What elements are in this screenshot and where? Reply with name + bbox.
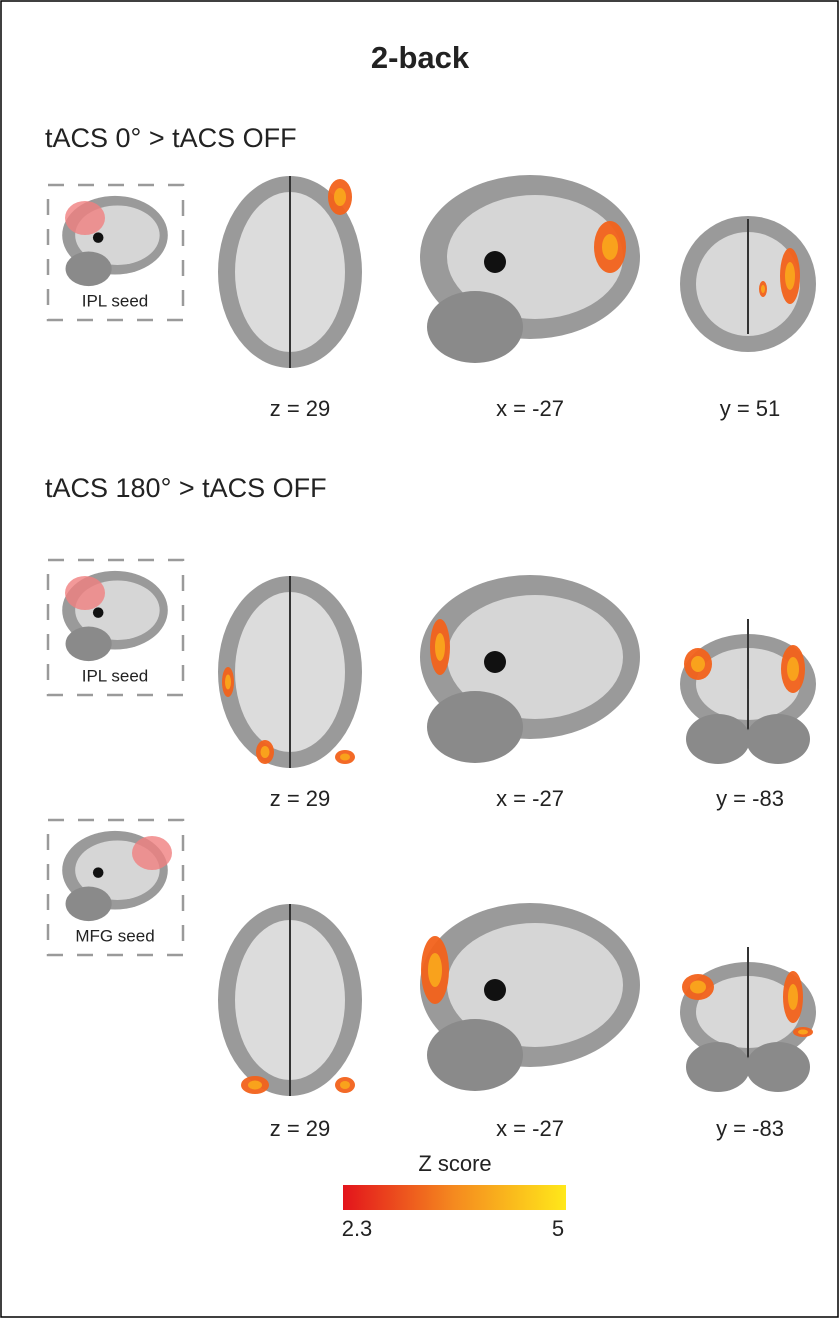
colorbar-min: 2.3 [342,1216,373,1241]
slice-label: z = 29 [270,1116,331,1141]
section-label: tACS 0° > tACS OFF [45,123,297,153]
ventricle [484,979,506,1001]
slice-label: z = 29 [270,786,331,811]
ventricle [93,867,104,878]
activation-core [435,633,445,661]
cerebellum [427,291,523,363]
activation-core [798,1030,808,1035]
seed-label: MFG seed [75,926,154,945]
activation-core [340,1081,350,1089]
figure: 2-back tACS 0° > tACS OFF IPL seed z = 29 x… [0,0,840,1319]
seed-label: IPL seed [82,291,148,310]
slice-label: y = -83 [716,1116,784,1141]
cerebellum [746,714,810,764]
activation-core [261,746,270,758]
slice-label: x = -27 [496,1116,564,1141]
activation-core [761,285,765,293]
activation-core [602,234,618,260]
activation-core [788,984,798,1010]
ventricle [484,251,506,273]
ventricle [93,232,104,243]
colorbar-max: 5 [552,1216,564,1241]
ventricle [93,607,104,618]
figure-title: 2-back [371,40,470,75]
activation-core [248,1081,262,1090]
cerebellum [746,1042,810,1092]
activation-core [787,657,799,681]
activation-core [428,953,442,987]
cerebellum [427,691,523,763]
activation-core [225,675,231,690]
slice-label: y = 51 [720,396,781,421]
ventricle [484,651,506,673]
brain-row: IPL seed [48,175,816,368]
cerebellum [427,1019,523,1091]
slice-label: x = -27 [496,786,564,811]
slice-label: y = -83 [716,786,784,811]
activation-core [785,262,795,290]
activation-core [691,656,705,672]
colorbar-title: Z score [418,1151,491,1176]
cerebellum [686,1042,750,1092]
seed-region [65,576,105,610]
slice-label: x = -27 [496,396,564,421]
activation-core [334,188,346,206]
colorbar [343,1185,566,1210]
seed-region [132,836,172,870]
slice-label: z = 29 [270,396,331,421]
brain-row: IPL seed [48,560,816,768]
brain-row: MFG seed [48,820,816,1096]
cerebellum [66,252,112,287]
activation-core [340,754,350,761]
cerebellum [686,714,750,764]
cerebellum [66,887,112,922]
section-label: tACS 180° > tACS OFF [45,473,327,503]
seed-label: IPL seed [82,666,148,685]
activation-core [690,981,706,994]
seed-region [65,201,105,235]
cerebellum [66,627,112,662]
